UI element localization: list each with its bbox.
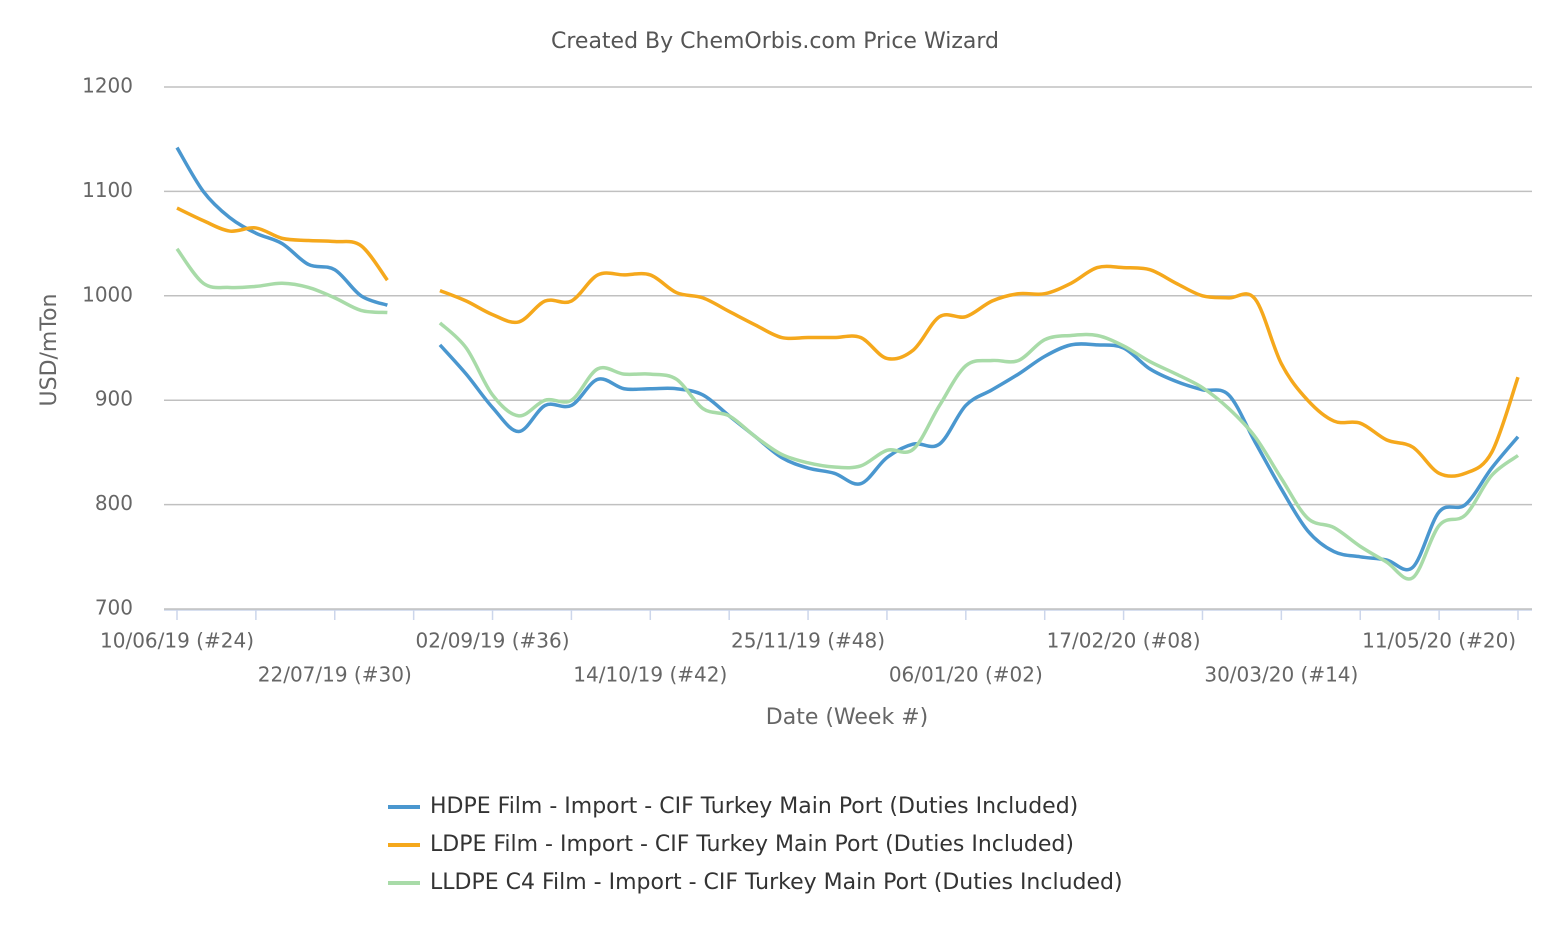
x-tick-label: 30/03/20 (#14) [1204,663,1358,687]
y-tick-label: 800 [95,491,133,515]
y-tick-label: 1100 [82,178,133,202]
x-tick-label: 25/11/19 (#48) [731,629,885,653]
series-line [175,247,1520,581]
x-tick-label: 14/10/19 (#42) [573,663,727,687]
y-tick-label: 1000 [82,282,133,306]
y-tick-label: 900 [95,387,133,411]
series-line [176,206,1520,478]
x-tick-label: 10/06/19 (#24) [100,629,254,653]
y-axis-title: USD/mTon [37,294,62,407]
x-tick-label: 11/05/20 (#20) [1362,629,1516,653]
series-line [175,146,1520,572]
legend-label: LLDPE C4 Film - Import - CIF Turkey Main… [430,870,1123,895]
chart-title: Created By ChemOrbis.com Price Wizard [551,29,999,54]
legend-label: LDPE Film - Import - CIF Turkey Main Por… [430,832,1074,857]
y-tick-label: 700 [95,596,133,620]
x-tick-label: 17/02/20 (#08) [1047,629,1201,653]
x-tick-label: 02/09/19 (#36) [416,629,570,653]
x-tick-label: 22/07/19 (#30) [258,663,412,687]
y-tick-label: 1200 [82,74,133,98]
x-axis-title: Date (Week #) [766,705,928,730]
legend-label: HDPE Film - Import - CIF Turkey Main Por… [430,794,1078,819]
x-tick-label: 06/01/20 (#02) [889,663,1043,687]
